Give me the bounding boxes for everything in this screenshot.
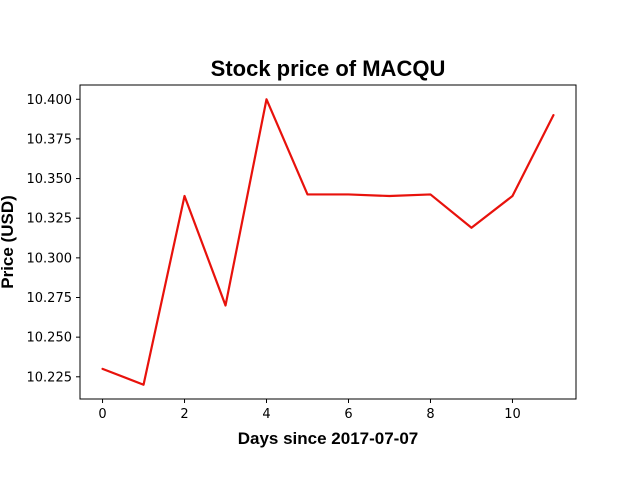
price-data-point [552,114,554,116]
x-tick-label: 2 [180,407,188,422]
plot-area [79,84,577,400]
y-tick-label: 10.225 [27,370,73,385]
price-data-point [224,304,226,306]
y-tick-label: 10.300 [27,251,73,266]
x-tick-label: 6 [344,407,352,422]
chart-title: Stock price of MACQU [211,56,446,81]
price-data-point [511,195,513,197]
price-series-line [101,98,555,386]
x-tick-label: 8 [426,407,434,422]
y-tick-label: 10.400 [27,93,73,108]
price-data-point [183,195,185,197]
x-axis-label: Days since 2017-07-07 [238,429,419,448]
price-data-point [101,368,103,370]
y-tick-label: 10.375 [27,132,73,147]
price-data-point [347,193,349,195]
series-layer [101,98,555,386]
y-tick-label: 10.350 [27,172,73,187]
price-data-point [470,227,472,229]
y-tick-label: 10.325 [27,212,73,227]
y-axis: 10.225 10.250 10.275 10.300 10.325 10.350 10.3… [27,93,80,385]
y-tick-label: 10.250 [27,331,73,346]
price-data-point [388,195,390,197]
price-data-point [429,193,431,195]
price-data-point [142,384,144,386]
price-data-point [265,98,267,100]
y-tick-label: 10.275 [27,291,73,306]
x-axis: 0 2 4 6 8 10 [98,399,521,422]
price-data-point [306,193,308,195]
x-tick-label: 0 [98,407,106,422]
x-tick-label: 10 [504,407,521,422]
y-axis-label: Price (USD) [0,195,17,289]
x-tick-label: 4 [262,407,270,422]
